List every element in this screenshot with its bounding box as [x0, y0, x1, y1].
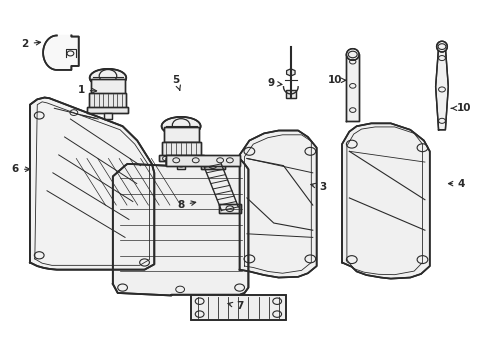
Bar — [219, 204, 240, 213]
Bar — [91, 79, 125, 94]
Text: 2: 2 — [21, 39, 41, 49]
Bar — [190, 296, 285, 320]
Bar — [163, 127, 198, 142]
Polygon shape — [346, 54, 358, 121]
Bar — [87, 107, 128, 113]
Polygon shape — [435, 47, 447, 130]
Bar — [163, 127, 198, 142]
Bar — [87, 107, 128, 113]
Polygon shape — [239, 131, 316, 278]
Bar — [161, 142, 200, 156]
Polygon shape — [341, 123, 429, 279]
Bar — [285, 90, 295, 98]
Ellipse shape — [346, 49, 358, 60]
Bar — [176, 161, 185, 169]
Bar — [89, 93, 126, 108]
Bar — [166, 155, 239, 166]
Bar — [104, 113, 112, 119]
Polygon shape — [286, 69, 294, 76]
Bar — [158, 155, 203, 161]
Ellipse shape — [89, 69, 126, 87]
Polygon shape — [43, 36, 79, 70]
Bar — [200, 161, 224, 169]
Text: 8: 8 — [177, 200, 195, 210]
Polygon shape — [30, 98, 154, 270]
Bar — [166, 155, 239, 166]
Bar — [200, 161, 224, 169]
Bar — [89, 93, 126, 108]
Ellipse shape — [436, 41, 447, 52]
Text: 4: 4 — [447, 179, 464, 189]
Text: 7: 7 — [227, 301, 243, 311]
Text: 6: 6 — [12, 164, 30, 174]
Bar — [176, 161, 185, 169]
Text: 5: 5 — [172, 75, 180, 90]
Bar — [190, 296, 285, 320]
Ellipse shape — [161, 117, 200, 135]
Bar — [161, 142, 200, 156]
Bar — [158, 155, 203, 161]
Polygon shape — [113, 158, 248, 296]
Bar — [219, 204, 240, 213]
Text: 9: 9 — [267, 78, 282, 88]
Text: 3: 3 — [310, 182, 325, 192]
Text: 10: 10 — [450, 103, 470, 113]
Text: 1: 1 — [78, 85, 97, 95]
Text: 10: 10 — [327, 75, 345, 85]
Bar — [285, 90, 295, 98]
Bar — [104, 113, 112, 119]
Bar — [91, 79, 125, 94]
